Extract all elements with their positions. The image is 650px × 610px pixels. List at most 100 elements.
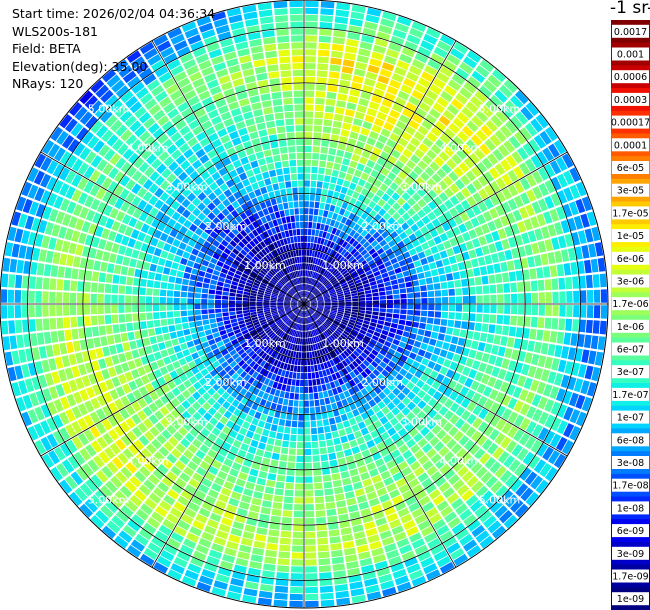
range-gate-cell: [114, 535, 129, 549]
range-gate-cell: [329, 64, 341, 72]
range-gate-cell: [334, 206, 341, 214]
range-gate-cell: [182, 209, 191, 219]
range-gate-cell: [306, 249, 310, 256]
range-gate-cell: [188, 239, 197, 248]
range-gate-cell: [590, 258, 599, 273]
range-gate-cell: [4, 242, 14, 257]
range-gate-cell: [273, 352, 279, 359]
range-gate-cell: [305, 7, 319, 15]
range-gate-cell: [291, 420, 298, 428]
range-gate-cell: [79, 90, 94, 105]
range-gate-cell: [24, 215, 35, 230]
range-gate-cell: [93, 337, 102, 348]
range-gate-cell: [203, 346, 212, 354]
range-gate-cell: [200, 170, 211, 181]
range-gate-cell: [66, 394, 77, 407]
range-gate-cell: [431, 173, 442, 184]
range-gate-cell: [397, 460, 409, 471]
range-gate-cell: [421, 298, 428, 304]
range-gate-cell: [215, 308, 222, 313]
range-gate-cell: [453, 430, 464, 442]
range-gate-cell: [252, 212, 260, 220]
range-gate-cell: [348, 237, 356, 245]
range-gate-cell: [229, 288, 237, 293]
range-gate-cell: [199, 444, 210, 454]
range-gate-cell: [385, 317, 392, 323]
range-gate-cell: [212, 270, 220, 276]
range-gate-cell: [318, 42, 331, 50]
range-gate-cell: [521, 363, 530, 376]
range-gate-cell: [245, 253, 253, 261]
range-gate-cell: [470, 95, 483, 109]
range-gate-cell: [114, 105, 128, 118]
range-gate-cell: [349, 417, 357, 426]
range-gate-cell: [495, 405, 506, 417]
range-gate-cell: [248, 175, 257, 184]
range-gate-cell: [166, 471, 178, 482]
range-gate-cell: [433, 235, 442, 245]
range-gate-cell: [304, 63, 316, 70]
range-gate-cell: [441, 163, 452, 174]
range-gate-cell: [246, 358, 253, 365]
range-gate-cell: [305, 291, 308, 298]
range-gate-cell: [111, 515, 125, 529]
range-gate-cell: [244, 285, 252, 290]
range-gate-cell: [362, 121, 373, 130]
range-gate-cell: [324, 224, 330, 232]
range-gate-cell: [260, 435, 268, 444]
range-gate-cell: [319, 275, 324, 282]
range-gate-cell: [241, 329, 249, 335]
range-gate-cell: [273, 233, 279, 241]
range-gate-cell: [326, 196, 332, 204]
range-gate-cell: [330, 57, 342, 65]
range-gate-cell: [394, 160, 405, 170]
range-gate-cell: [170, 65, 184, 77]
range-gate-cell: [298, 407, 304, 414]
range-gate-cell: [266, 316, 273, 321]
range-gate-cell: [117, 452, 129, 465]
range-gate-cell: [327, 375, 334, 382]
range-gate-cell: [127, 360, 136, 370]
range-gate-cell: [326, 319, 333, 324]
range-gate-cell: [517, 147, 529, 161]
range-gate-cell: [338, 407, 346, 415]
range-gate-cell: [370, 185, 379, 194]
range-gate-cell: [377, 401, 386, 410]
range-gate-cell: [338, 362, 345, 369]
range-gate-cell: [402, 148, 413, 159]
range-gate-cell: [398, 259, 407, 267]
range-gate-cell: [425, 323, 433, 331]
range-gate-cell: [46, 160, 59, 175]
range-gate-cell: [359, 304, 366, 307]
range-gate-cell: [59, 479, 73, 494]
range-gate-cell: [224, 235, 232, 243]
range-gate-cell: [284, 252, 289, 259]
range-gate-cell: [465, 240, 474, 250]
range-gate-cell: [98, 215, 108, 227]
range-gate-cell: [261, 352, 268, 360]
range-gate-cell: [381, 500, 393, 510]
range-gate-cell: [401, 212, 411, 221]
range-gate-cell: [173, 431, 184, 442]
range-gate-cell: [452, 245, 461, 255]
range-gate-cell: [422, 205, 432, 215]
range-gate-cell: [2, 257, 11, 272]
range-gate-cell: [228, 296, 236, 301]
range-gate-cell: [438, 481, 451, 493]
range-gate-cell: [105, 325, 113, 335]
range-gate-cell: [353, 531, 366, 540]
range-gate-cell: [475, 466, 488, 479]
range-gate-cell: [120, 90, 134, 103]
range-gate-cell: [320, 223, 325, 231]
range-gate-cell: [251, 343, 258, 350]
range-gate-cell: [316, 350, 321, 357]
range-gate-cell: [320, 405, 327, 413]
range-gate-cell: [131, 196, 142, 207]
range-gate-cell: [427, 290, 435, 297]
range-gate-cell: [181, 489, 193, 501]
range-gate-cell: [447, 79, 461, 91]
range-gate-cell: [491, 525, 506, 539]
range-gate-cell: [208, 549, 222, 560]
range-gate-cell: [354, 279, 362, 284]
range-gate-cell: [294, 497, 304, 504]
